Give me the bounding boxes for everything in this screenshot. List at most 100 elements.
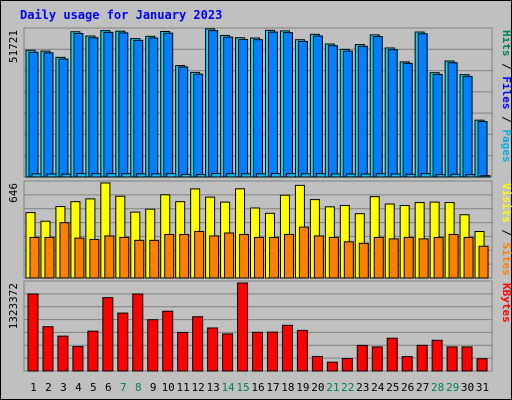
bar-sites-day-11: [179, 233, 190, 279]
bar-files-day-2: [43, 52, 54, 178]
bar-files-day-20: [312, 35, 323, 178]
bar-sites-day-8: [134, 239, 145, 279]
bar-files-day-23: [357, 45, 368, 178]
bar-pages-day-6: [106, 173, 117, 178]
y-max-label: 1323372: [7, 283, 20, 329]
bar-sites-day-20: [313, 235, 324, 279]
day-label-21: 21: [326, 381, 339, 394]
bar-kbytes-day-21: [326, 361, 338, 372]
bar-pages-day-10: [166, 173, 177, 178]
bar-sites-day-3: [59, 222, 70, 279]
day-label-6: 6: [105, 381, 112, 394]
bar-pages-day-20: [315, 173, 326, 178]
bar-files-day-31: [477, 121, 488, 178]
bar-kbytes-day-12: [192, 316, 204, 372]
bar-pages-day-29: [450, 173, 461, 178]
day-label-15: 15: [236, 381, 249, 394]
bar-files-day-29: [447, 62, 458, 178]
bar-sites-day-17: [268, 236, 279, 279]
bar-pages-day-21: [330, 173, 341, 178]
bar-pages-day-27: [420, 173, 431, 178]
y-max-label: 646: [7, 183, 20, 203]
day-label-17: 17: [266, 381, 279, 394]
bar-pages-day-1: [31, 173, 42, 178]
bar-files-day-9: [148, 37, 159, 178]
bar-files-day-3: [58, 58, 69, 178]
bar-pages-day-4: [76, 173, 87, 178]
bar-kbytes-day-17: [266, 331, 278, 372]
bar-files-day-7: [118, 32, 129, 178]
series-legend-label: KBytes: [500, 283, 512, 323]
bar-pages-day-19: [300, 173, 311, 178]
day-label-20: 20: [311, 381, 324, 394]
bar-kbytes-day-10: [162, 310, 174, 372]
bar-pages-day-2: [46, 173, 57, 178]
bar-files-day-17: [267, 31, 278, 178]
bar-pages-day-5: [91, 173, 102, 178]
bar-files-day-28: [432, 73, 443, 178]
bar-kbytes-day-2: [42, 326, 54, 372]
day-label-8: 8: [135, 381, 142, 394]
legend-part: Visits: [500, 183, 512, 223]
bar-pages-day-12: [196, 174, 207, 178]
bar-sites-day-12: [194, 231, 205, 279]
legend-part: Pages: [500, 129, 512, 162]
bar-pages-day-25: [390, 173, 401, 178]
legend-part: Hits: [500, 30, 512, 57]
day-label-28: 28: [431, 381, 444, 394]
day-label-11: 11: [177, 381, 190, 394]
bar-kbytes-day-4: [72, 346, 84, 372]
bar-pages-day-15: [241, 173, 252, 178]
bar-pages-day-14: [226, 173, 237, 178]
bar-kbytes-day-31: [476, 358, 488, 372]
bar-kbytes-day-25: [386, 337, 398, 372]
bar-files-day-24: [372, 36, 383, 178]
day-label-27: 27: [416, 381, 429, 394]
bar-files-day-26: [402, 62, 413, 178]
bar-pages-day-3: [61, 173, 72, 178]
bar-sites-day-13: [209, 235, 220, 279]
bar-sites-day-1: [29, 236, 40, 279]
legend-part: /: [500, 57, 512, 77]
bar-kbytes-day-3: [57, 335, 69, 372]
bar-kbytes-day-11: [177, 331, 189, 372]
day-label-2: 2: [45, 381, 52, 394]
bar-kbytes-day-15: [237, 282, 249, 372]
day-label-19: 19: [296, 381, 309, 394]
bar-sites-day-9: [149, 239, 160, 279]
bar-pages-day-7: [121, 173, 132, 178]
day-label-23: 23: [356, 381, 369, 394]
chart-panels: 51721 Hits / Files / Pages 646 Visits / Sit…: [7, 27, 512, 372]
bar-sites-day-28: [433, 236, 444, 279]
bar-kbytes-day-1: [27, 293, 39, 372]
bar-pages-day-13: [211, 173, 222, 178]
bar-sites-day-16: [254, 236, 265, 279]
bar-files-day-6: [103, 31, 114, 178]
bar-pages-day-28: [435, 174, 446, 178]
bar-kbytes-day-22: [341, 357, 353, 372]
bar-files-day-18: [282, 32, 293, 178]
bar-files-day-4: [73, 32, 84, 178]
bar-kbytes-day-18: [281, 324, 293, 372]
bar-sites-day-29: [448, 233, 459, 279]
bar-files-day-12: [193, 73, 204, 178]
bar-sites-day-5: [89, 238, 100, 279]
y-max-label: 51721: [7, 30, 20, 63]
bar-sites-day-21: [328, 236, 339, 279]
day-label-24: 24: [371, 381, 385, 394]
bar-files-day-30: [462, 75, 473, 178]
bar-sites-day-24: [373, 236, 384, 279]
bar-sites-day-7: [119, 236, 130, 279]
bar-sites-day-31: [478, 245, 489, 279]
bar-sites-day-4: [74, 237, 85, 279]
legend-part: Files: [500, 76, 512, 109]
bar-files-day-10: [163, 32, 174, 178]
chart-title: Daily usage for January 2023: [20, 8, 222, 22]
bar-kbytes-day-5: [87, 330, 99, 372]
day-label-12: 12: [192, 381, 205, 394]
bar-kbytes-day-30: [461, 346, 473, 372]
bar-sites-day-19: [298, 226, 309, 279]
bar-kbytes-day-14: [222, 333, 234, 372]
day-label-16: 16: [251, 381, 264, 394]
